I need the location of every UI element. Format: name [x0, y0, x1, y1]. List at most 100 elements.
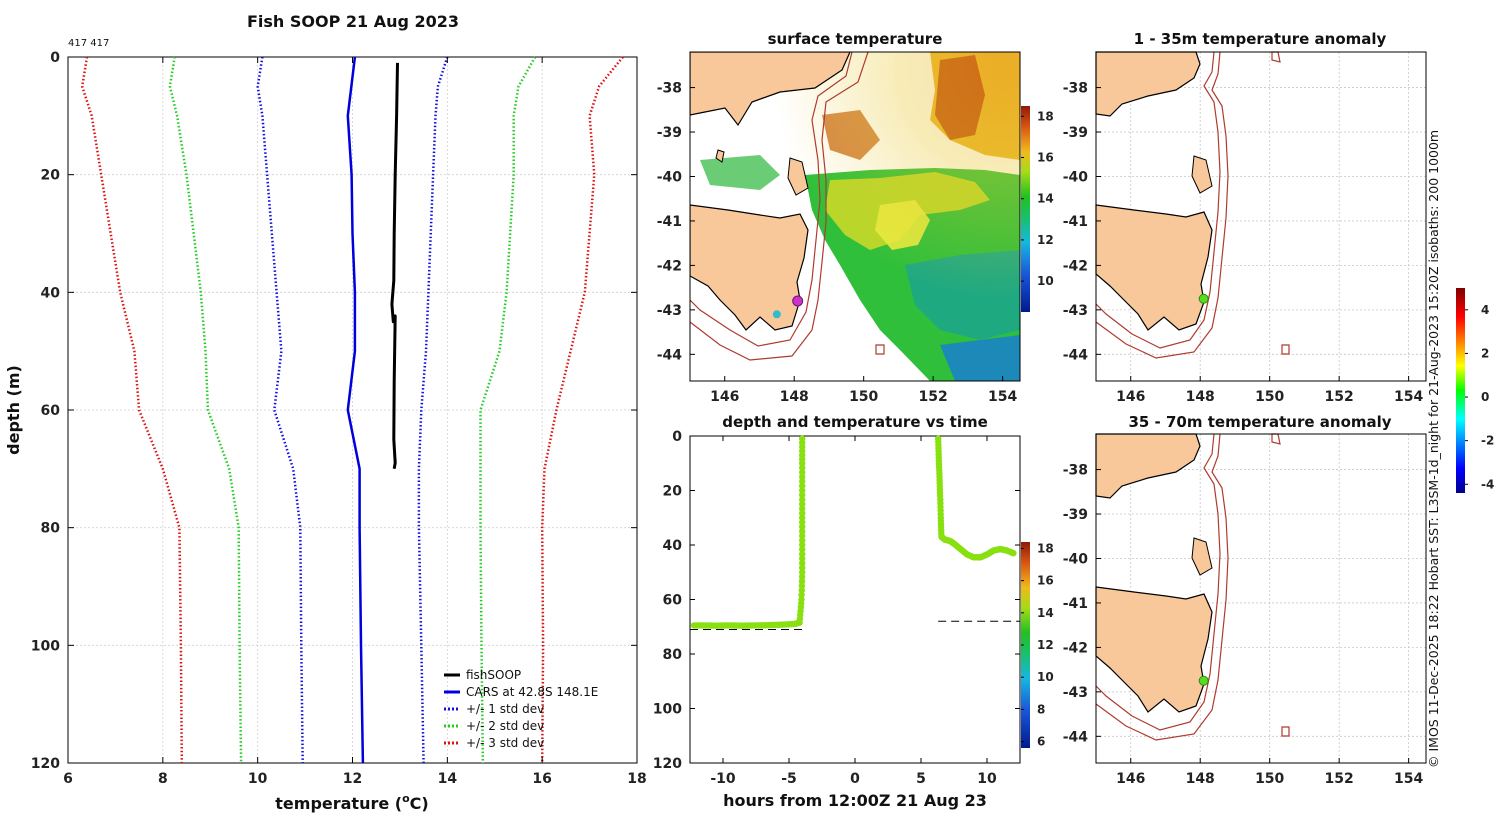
time-depth-point	[799, 528, 806, 535]
sst-field	[690, 52, 1020, 381]
sst-map-ytick-label: -40	[657, 169, 683, 185]
anomaly-1-35-ytick-label: -42	[1063, 258, 1088, 274]
anomaly-35-70-seamount-isobath	[1281, 726, 1290, 737]
anomaly-35-70-ytick-label: -42	[1063, 640, 1088, 656]
time-depth-colorbar-tick-label: 16	[1037, 574, 1054, 588]
anomaly-map-35-70-title: 35 - 70m temperature anomaly	[1128, 413, 1391, 431]
anomaly-colorbar-tick-label: 4	[1481, 303, 1489, 317]
sst-map-frame	[689, 51, 1021, 382]
anomaly-1-35-xtick-label: 148	[1186, 389, 1215, 405]
anomaly-1-35-isobath-1000	[1095, 51, 1229, 359]
time-depth-points	[690, 435, 1017, 629]
sst-map-ytick-label: -39	[657, 125, 682, 141]
figure-title: Fish SOOP 21 Aug 2023	[247, 12, 459, 31]
time-depth-point	[799, 537, 806, 544]
time-depth-xlabel: hours from 12:00Z 21 Aug 23	[723, 791, 987, 810]
profile-xtick-label: 14	[438, 771, 458, 787]
profile-xtick-label: 6	[63, 771, 73, 787]
time-depth-point	[799, 478, 806, 485]
sst-colorbar-tick-label: 10	[1037, 274, 1054, 288]
time-depth-xtick-label: 5	[916, 771, 926, 787]
profile-grid	[68, 57, 637, 763]
anomaly-1-35-xtick-label: 154	[1394, 389, 1423, 405]
sst-map-ytick-label: -42	[657, 258, 682, 274]
profile-std3-line	[80, 56, 624, 764]
time-depth-xtick-label: -5	[781, 771, 797, 787]
anomaly-35-70-ytick-label: -40	[1063, 551, 1089, 567]
time-depth-point	[799, 550, 806, 558]
sst-map-ticks: 146 148 150 152 154 -38 -39 -40 -41 -42 -43 -44	[657, 81, 1018, 405]
sst-map-xtick-label: 148	[780, 389, 809, 405]
anomaly-map-35-70-panel: 35 - 70m temperature anomaly 146 148 150 15…	[1063, 413, 1427, 787]
mainland-land	[690, 52, 851, 127]
sst-map-ytick-label: -41	[657, 214, 682, 230]
anomaly-1-35-xtick-label: 152	[1325, 389, 1354, 405]
sst-colorbar-tick-label: 16	[1037, 151, 1054, 165]
time-depth-point	[799, 546, 806, 553]
anomaly-1-35-ytick-label: -41	[1063, 214, 1088, 230]
legend-label-std3: +/- 3 std dev	[466, 736, 544, 750]
anomaly-35-70-xtick-label: 148	[1186, 771, 1215, 787]
profile-ytick-label: 20	[41, 168, 61, 184]
time-depth-point	[798, 596, 805, 603]
time-depth-xtick-label: 0	[850, 771, 860, 787]
sst-map-xtick-label: 154	[988, 389, 1017, 405]
time-depth-point	[799, 469, 806, 476]
profile-xtick-label: 18	[627, 771, 646, 787]
sst-colorbar-tick-label: 18	[1037, 109, 1054, 123]
legend-label-std2: +/- 2 std dev	[466, 719, 544, 733]
profile-ytick-label: 0	[50, 50, 60, 66]
time-depth-xtick-label: -10	[710, 771, 736, 787]
time-depth-point	[799, 523, 806, 530]
time-depth-point	[799, 496, 806, 503]
anomaly-35-70-ytick-label: -43	[1063, 685, 1088, 701]
isobath-200	[690, 52, 853, 347]
anomaly-colorbar	[1456, 288, 1465, 493]
time-depth-point	[799, 555, 806, 562]
time-depth-colorbar	[1021, 542, 1030, 748]
profile-ytick-label: 60	[41, 403, 61, 419]
anomaly-map-1-35-panel: 1 - 35m temperature anomaly 146 148 150 152…	[1063, 30, 1494, 493]
anomaly-35-70-ytick-label: -41	[1063, 596, 1088, 612]
anomaly-map-35-70-land	[1095, 433, 1290, 741]
time-depth-point	[799, 569, 806, 576]
time-depth-ytick-label: 120	[653, 756, 682, 772]
time-depth-point	[798, 573, 806, 580]
anomaly-35-70-mainland	[1095, 433, 1201, 499]
seamount-isobath	[875, 344, 885, 355]
time-depth-colorbar-tick-label: 12	[1037, 638, 1054, 652]
time-depth-point	[799, 519, 806, 526]
anomaly-map-35-70-marker	[1198, 675, 1209, 686]
anomaly-1-35-ytick-label: -38	[1063, 81, 1088, 97]
time-depth-point	[1010, 550, 1017, 557]
anomaly-colorbar-tick-label: 2	[1481, 346, 1489, 360]
profile-std2-line	[168, 56, 537, 764]
sst-colorbar-ticks: 10 12 14 16 18	[1021, 109, 1054, 288]
anomaly-1-35-mainland	[1095, 51, 1201, 117]
time-depth-point	[798, 587, 805, 594]
time-depth-point	[799, 500, 806, 508]
legend-label-std1: +/- 1 std dev	[466, 702, 544, 716]
anomaly-1-35-tasmania	[1095, 204, 1213, 331]
profile-fishsoop-line	[390, 62, 399, 470]
legend-label-fishsoop: fishSOOP	[466, 668, 521, 682]
anomaly-1-35-xtick-label: 150	[1255, 389, 1284, 405]
anomaly-1-35-flinders-island	[1191, 155, 1213, 194]
profile-panel: 6 8 10 12 14 16 18 0 20 40 60 80 100 120 temperature …	[4, 50, 647, 813]
time-depth-ytick-label: 100	[653, 702, 682, 718]
anomaly-1-35-ytick-label: -43	[1063, 303, 1088, 319]
anomaly-35-70-xtick-label: 152	[1325, 771, 1354, 787]
time-depth-point	[799, 564, 806, 571]
profile-std1-line	[256, 56, 449, 764]
anomaly-map-1-35-title: 1 - 35m temperature anomaly	[1134, 30, 1387, 48]
sst-map-xtick-label: 146	[710, 389, 739, 405]
time-depth-colorbar-tick-label: 6	[1037, 735, 1045, 749]
time-depth-colorbar-tick-label: 8	[1037, 702, 1045, 716]
time-depth-point	[799, 532, 806, 540]
sst-colorbar-tick-label: 12	[1037, 233, 1054, 247]
sst-map-ytick-label: -43	[657, 303, 682, 319]
time-depth-point	[799, 514, 806, 521]
time-depth-point	[799, 560, 806, 567]
time-depth-point	[798, 591, 805, 599]
